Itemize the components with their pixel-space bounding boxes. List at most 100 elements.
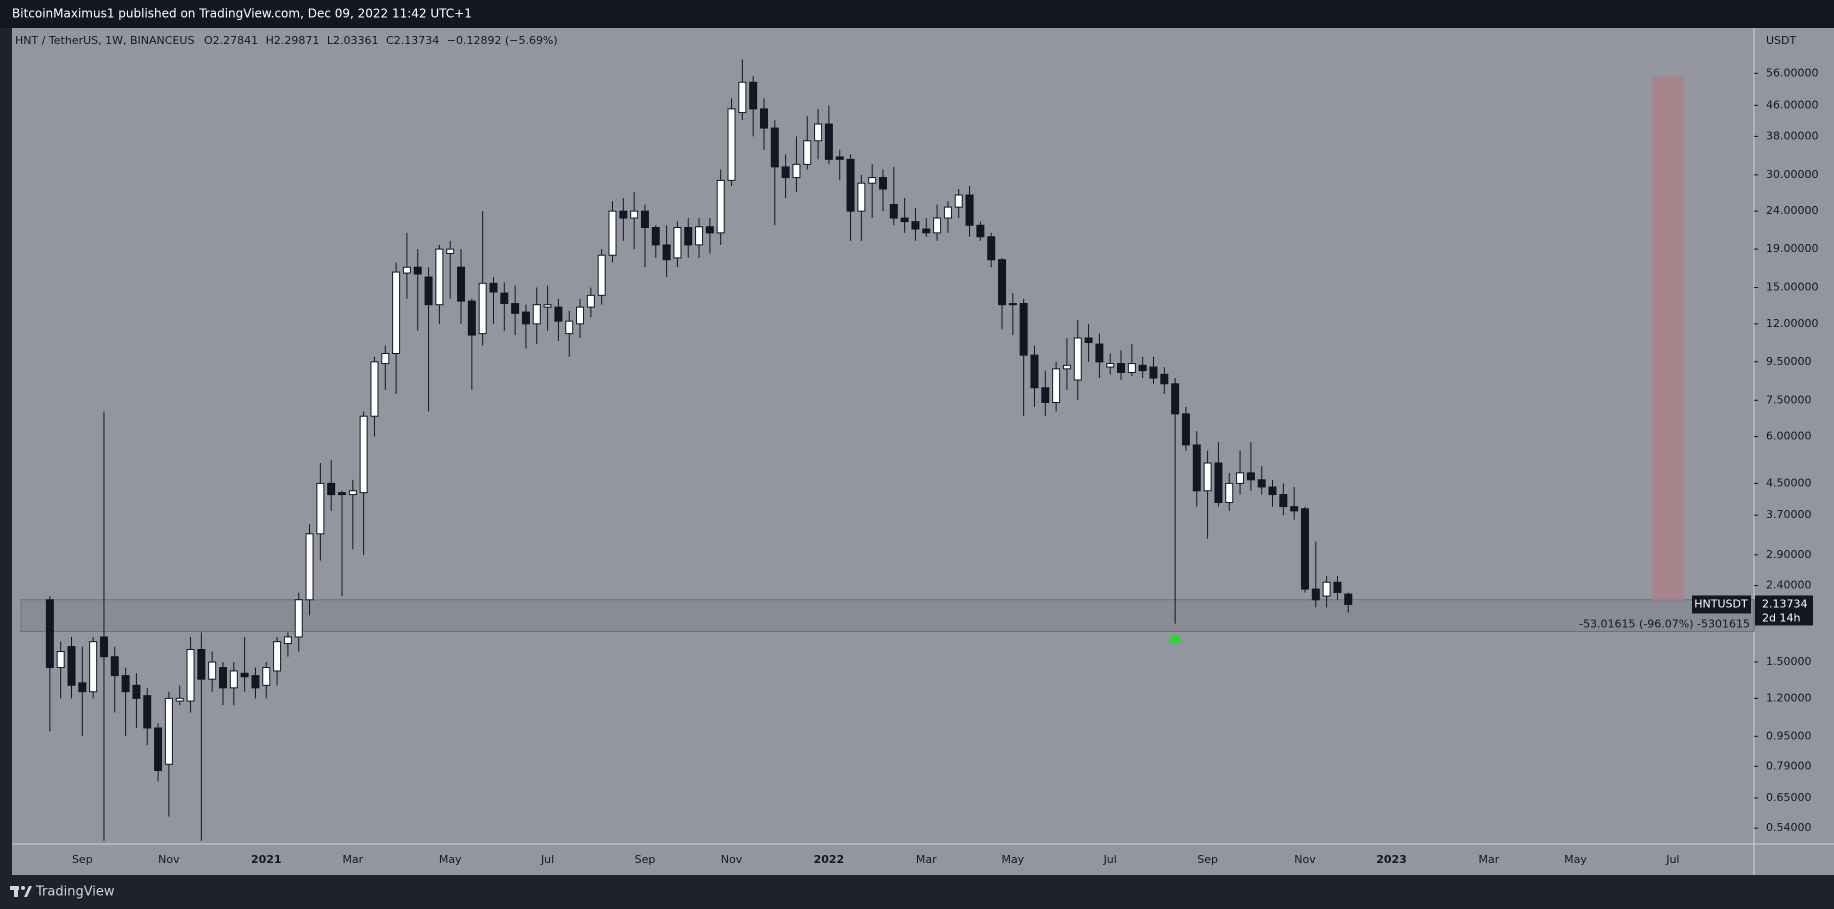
candle-body xyxy=(164,697,173,765)
candle-body xyxy=(273,641,282,672)
x-tick-label: Jul xyxy=(1103,853,1117,866)
candle-body xyxy=(283,636,292,645)
candle-body xyxy=(759,108,768,129)
candle-body xyxy=(262,667,271,686)
candle-body xyxy=(208,661,217,680)
ohlc-letter: O xyxy=(204,34,213,47)
candle-body xyxy=(402,266,411,274)
candle-body xyxy=(933,217,942,234)
candle-body xyxy=(814,123,823,142)
candle-body xyxy=(987,236,996,261)
candle-body xyxy=(965,194,974,226)
candle-body xyxy=(662,244,671,261)
candle-body xyxy=(1311,588,1320,601)
candle-body xyxy=(781,166,790,179)
x-tick-label: Mar xyxy=(916,853,937,866)
candle-body xyxy=(738,81,747,114)
x-tick-label: Sep xyxy=(72,853,93,866)
candle-body xyxy=(705,226,714,234)
y-tick-label: 30.00000 xyxy=(1766,168,1819,181)
candle-body xyxy=(435,248,444,306)
y-tick-label: 0.79000 xyxy=(1766,759,1812,772)
y-tick-label: 0.65000 xyxy=(1766,791,1812,804)
target-box xyxy=(1652,76,1684,600)
y-tick-label: 4.50000 xyxy=(1766,476,1812,489)
candle-body xyxy=(175,697,184,702)
x-tick-label: May xyxy=(1001,853,1024,866)
y-tick-label: 12.00000 xyxy=(1766,317,1819,330)
x-tick-label: Mar xyxy=(1479,853,1500,866)
footer-bar xyxy=(0,875,1834,909)
ohlc-value: 2.13734 xyxy=(394,34,440,47)
candle-body xyxy=(338,492,347,496)
candle-body xyxy=(1236,472,1245,484)
candle-body xyxy=(305,533,314,601)
candle-body xyxy=(132,684,141,699)
footer-brand: TradingView xyxy=(35,885,115,900)
candle-body xyxy=(576,306,585,325)
candle-body xyxy=(467,300,476,336)
candle-body xyxy=(976,224,985,238)
x-tick-label: 2023 xyxy=(1376,853,1407,866)
candle-body xyxy=(359,415,368,494)
candle-body xyxy=(294,599,303,638)
candle-body xyxy=(998,259,1007,306)
candle-body xyxy=(608,210,617,256)
candle-body xyxy=(684,227,693,246)
plot-layer: 56.00000 46.00000 38.00000 30.00000 24.00000… xyxy=(20,59,1819,866)
candle-body xyxy=(954,194,963,208)
candle-body xyxy=(1117,363,1126,373)
x-tick-label: Nov xyxy=(158,853,180,866)
candle-body xyxy=(554,306,563,322)
candle-body xyxy=(532,304,541,325)
footer-logo xyxy=(10,886,32,897)
candle-body xyxy=(630,210,639,219)
candle-body xyxy=(824,123,833,160)
x-tick-label: Nov xyxy=(721,853,743,866)
symbol-label: HNTUSDT xyxy=(1694,597,1748,610)
candle-body xyxy=(900,217,909,223)
candle-body xyxy=(1192,444,1201,492)
publisher-text: BitcoinMaximus1 published on TradingView… xyxy=(12,7,472,21)
candle-body xyxy=(1203,462,1212,492)
candle-body xyxy=(1322,581,1331,597)
candle-body xyxy=(1084,337,1093,344)
candle-body xyxy=(1268,486,1277,496)
candle-body xyxy=(922,228,931,234)
x-tick-label: Jul xyxy=(540,853,554,866)
candle-body xyxy=(1290,506,1299,512)
plot-background xyxy=(12,28,1834,875)
candle-body xyxy=(879,177,887,190)
y-tick-label: 38.00000 xyxy=(1766,129,1819,142)
x-tick-label: Sep xyxy=(635,853,656,866)
candle-body xyxy=(89,641,98,693)
y-tick-label: 2.90000 xyxy=(1766,548,1812,561)
candle-body xyxy=(1019,303,1028,356)
candle-body xyxy=(78,682,87,693)
measure-label: -53.01615 (-96.07%) -5301615 xyxy=(1579,617,1750,630)
candle-body xyxy=(1127,363,1136,373)
candle-body xyxy=(489,282,498,293)
logo-part xyxy=(14,886,18,897)
candle-body xyxy=(121,675,130,693)
candle-body xyxy=(381,353,390,365)
candle-body xyxy=(446,248,455,254)
candle-body xyxy=(1106,363,1115,368)
candle-body xyxy=(846,158,855,212)
countdown-label: 2d 14h xyxy=(1762,611,1800,624)
candle-body xyxy=(597,254,606,296)
candle-body xyxy=(45,599,54,669)
ohlc-value: 2.03361 xyxy=(333,34,379,47)
candle-body xyxy=(727,108,736,181)
candle-body xyxy=(251,675,260,689)
change: −0.12892 (−5.69%) xyxy=(447,34,558,47)
x-tick-label: 2021 xyxy=(251,853,282,866)
ohlc-letter: C xyxy=(386,34,394,47)
candle-body xyxy=(1095,343,1104,363)
candle-body xyxy=(889,203,898,219)
candle-body xyxy=(1333,581,1342,594)
x-tick-label: May xyxy=(1564,853,1587,866)
y-tick-label: 56.00000 xyxy=(1766,66,1819,79)
candle-body xyxy=(1052,368,1061,403)
